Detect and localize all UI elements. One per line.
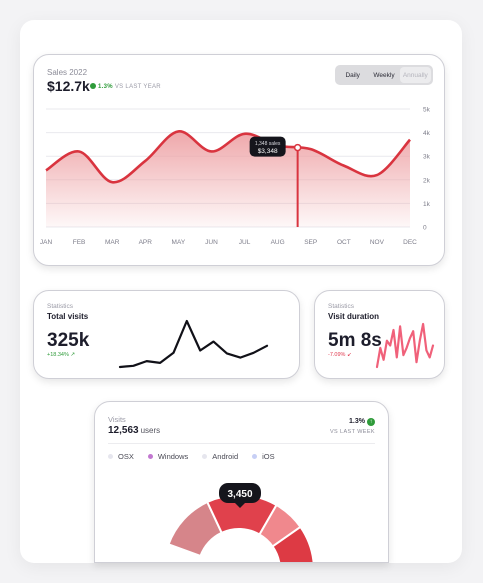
- visitors-change: 1.3% ↑: [349, 418, 375, 426]
- y-tick-label: 1k: [423, 201, 431, 208]
- x-tick-label: JUN: [205, 239, 218, 246]
- total-visits-card: Statistics Total visits 325k +18.34% ↗: [33, 290, 300, 379]
- duration-value: 5m 8s: [328, 330, 382, 351]
- sales-chart: 0 1k 2k 3k 4k 5k JAN FEB MAR APR MAY JUN JUL AUG SEP OC…: [40, 107, 431, 247]
- x-tick-label: APR: [139, 239, 153, 246]
- sparkline-path: [375, 322, 435, 369]
- legend-item-android[interactable]: Android: [202, 452, 238, 461]
- x-tick-label: NOV: [370, 239, 385, 246]
- highlight-dot: [293, 143, 302, 152]
- visit-duration-card: Statistics Visit duration 5m 8s -7.09% ↙: [314, 290, 445, 379]
- sparkline-path: [118, 319, 269, 369]
- sales-title: Sales 2022: [47, 68, 88, 77]
- donut-tooltip-pointer: [235, 503, 245, 508]
- donut-segment-ios: [271, 525, 315, 562]
- y-tick-label: 0: [423, 225, 427, 232]
- tooltip-sales-amount: $3,348: [258, 148, 278, 155]
- legend-label-ios: iOS: [262, 452, 275, 461]
- sales-tooltip: [249, 136, 286, 157]
- x-tick-label: MAR: [105, 239, 120, 246]
- visits-delta: +18.34% ↗: [47, 352, 75, 358]
- visitors-change-pct: 1.3%: [349, 418, 365, 425]
- tab-daily[interactable]: Daily: [345, 71, 360, 79]
- visitors-unit: users: [140, 426, 161, 435]
- legend-label-windows: Windows: [157, 452, 189, 461]
- tab-weekly[interactable]: Weekly: [373, 71, 395, 79]
- trend-up-icon: ↗: [70, 352, 76, 358]
- legend-label-android: Android: [212, 452, 239, 461]
- duration-label: Statistics: [328, 303, 355, 310]
- x-tick-label: FEB: [73, 239, 86, 246]
- donut-tooltip-value: 3,450: [227, 489, 252, 500]
- legend-swatch-ios: [252, 454, 258, 459]
- x-tick-label: DEC: [403, 239, 417, 246]
- legend-swatch-android: [202, 454, 208, 459]
- x-tick-label: JAN: [40, 239, 53, 246]
- legend-label-osx: OSX: [118, 452, 134, 461]
- visitors-label: Visits: [108, 415, 126, 424]
- duration-delta: -7.09% ↙: [328, 352, 352, 358]
- divider: [108, 443, 375, 444]
- tooltip-sales-count: 1,348 sales: [255, 141, 281, 147]
- period-toggle: Daily Weekly Annually: [335, 65, 433, 85]
- visits-sparkline: [118, 319, 269, 369]
- y-tick-label: 5k: [423, 107, 431, 114]
- visitors-change-label: VS LAST WEEK: [329, 429, 375, 435]
- sales-change-label: VS LAST YEAR: [114, 84, 161, 90]
- visits-label: Statistics: [47, 303, 74, 310]
- visits-card: Visits 12,563 users 1.3% ↑ VS LAST WEEK OS…: [94, 401, 389, 563]
- y-tick-label: 2k: [423, 177, 431, 184]
- x-tick-label: OCT: [337, 239, 351, 246]
- sales-change-pct: 1.3%: [98, 84, 113, 90]
- legend-swatch-osx: [108, 454, 113, 459]
- y-tick-label: 4k: [423, 130, 431, 137]
- sales-change: 1.3% VS LAST YEAR: [90, 83, 161, 90]
- visitors-count: 12,563: [108, 425, 139, 436]
- up-arrow-icon: ↑: [367, 418, 375, 426]
- visits-donut-chart: 3,450: [167, 483, 315, 562]
- visitors-value: 12,563 users: [108, 425, 160, 436]
- donut-tooltip: [219, 483, 261, 503]
- legend-swatch-windows: [147, 454, 153, 459]
- visits-title: Total visits: [47, 312, 89, 321]
- sales-value: $12.7k: [47, 78, 90, 94]
- visits-value: 325k: [47, 330, 90, 351]
- platform-legend: OSX Windows Android iOS: [108, 452, 275, 461]
- duration-title: Visit duration: [328, 312, 379, 321]
- sales-line: [45, 130, 411, 184]
- legend-item-ios[interactable]: iOS: [252, 452, 275, 461]
- duration-delta-value: -7.09%: [328, 352, 346, 358]
- legend-item-windows[interactable]: Windows: [147, 452, 189, 461]
- tab-annually[interactable]: Annually: [399, 67, 431, 83]
- y-tick-label: 3k: [423, 154, 431, 161]
- duration-sparkline: [375, 322, 435, 369]
- sales-area: [46, 131, 410, 227]
- legend-item-osx[interactable]: OSX: [108, 452, 134, 461]
- up-arrow-icon: [90, 83, 96, 89]
- x-tick-label: MAY: [172, 239, 186, 246]
- sales-card: Sales 2022 $12.7k 1.3% VS LAST YEAR Dail…: [33, 54, 445, 266]
- visits-delta-value: +18.34%: [47, 352, 69, 358]
- x-tick-label: JUL: [239, 239, 251, 246]
- x-tick-label: AUG: [271, 239, 285, 246]
- trend-down-icon: ↙: [346, 352, 352, 358]
- x-tick-label: SEP: [304, 239, 317, 246]
